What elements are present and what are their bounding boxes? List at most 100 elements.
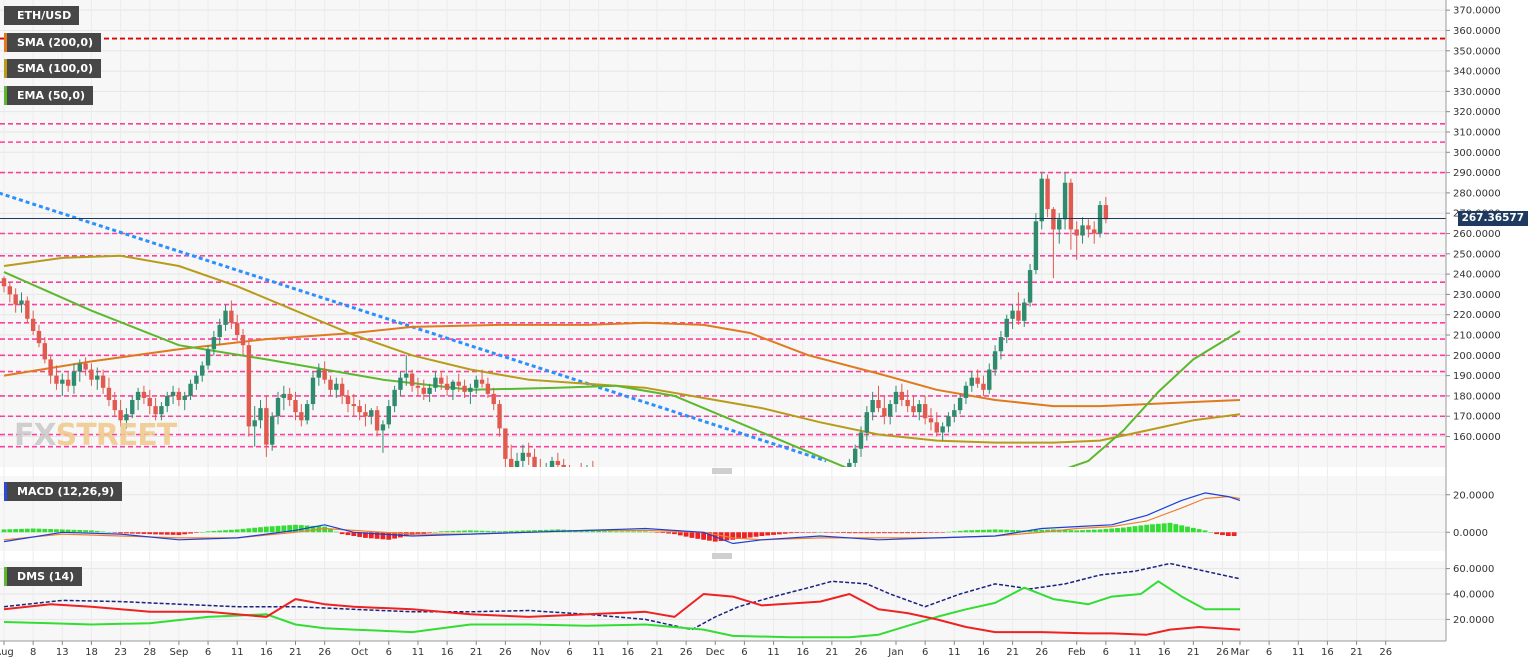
- macd-histogram-bar: [176, 532, 182, 536]
- macd-histogram-bar: [1080, 530, 1085, 533]
- candle-body: [124, 414, 129, 421]
- candle-body: [153, 406, 158, 415]
- macd-histogram-bar: [228, 529, 234, 533]
- candle-body: [946, 416, 951, 427]
- candle-body: [60, 379, 65, 384]
- macd-histogram-bar: [631, 531, 637, 533]
- price-ytick-label: 170.0000: [1453, 412, 1501, 423]
- macd-histogram-bar: [514, 530, 520, 533]
- macd-histogram-bar: [368, 532, 374, 539]
- macd-histogram-bar: [806, 532, 811, 533]
- price-ytick-label: 360.0000: [1453, 26, 1501, 37]
- macd-histogram-bar: [870, 532, 876, 534]
- x-tick-label: 6: [205, 647, 211, 658]
- x-tick-label: 11: [592, 647, 605, 658]
- candle-body: [858, 432, 864, 449]
- logo-fx: FX: [14, 418, 57, 453]
- candle-body: [322, 369, 327, 380]
- candle-body: [223, 310, 228, 325]
- candle-body: [456, 381, 461, 386]
- macd-histogram-bar: [357, 532, 363, 537]
- dms-label[interactable]: DMS (14): [4, 567, 83, 586]
- macd-histogram-bar: [473, 530, 479, 533]
- sma200-label[interactable]: SMA (200,0): [4, 33, 102, 52]
- price-ytick-label: 370.0000: [1453, 6, 1501, 17]
- dmi-minus-line: [3, 593, 1241, 636]
- candle-body: [205, 349, 211, 366]
- macd-histogram-bar: [159, 532, 164, 535]
- candle-body: [1092, 229, 1097, 234]
- price-ytick-label: 160.0000: [1453, 432, 1501, 443]
- candle-body: [392, 389, 397, 407]
- macd-histogram-bar: [380, 532, 386, 540]
- macd-histogram-bar: [345, 532, 351, 536]
- candle-body: [934, 422, 939, 433]
- candle-body: [310, 377, 316, 405]
- macd-histogram-bar: [1138, 525, 1144, 533]
- macd-histogram-bar: [765, 532, 771, 536]
- x-tick-label: 11: [412, 647, 425, 658]
- macd-histogram-bar: [1214, 532, 1220, 535]
- macd-histogram-bar: [310, 525, 316, 533]
- x-tick-label: 16: [1321, 647, 1334, 658]
- macd-histogram-bar: [199, 532, 205, 533]
- macd-histogram-bar: [817, 532, 823, 533]
- macd-histogram-bar: [893, 532, 899, 534]
- symbol-label[interactable]: ETH/USD: [4, 6, 80, 25]
- candle-body: [112, 399, 117, 411]
- macd-histogram-bar: [240, 528, 246, 533]
- macd-histogram-bar: [811, 532, 817, 533]
- macd-histogram-bar: [1161, 523, 1167, 533]
- candle-body: [264, 408, 269, 445]
- macd-histogram-bar: [1074, 530, 1080, 533]
- candle-body: [579, 471, 583, 475]
- candle-body: [917, 404, 922, 413]
- macd-histogram-bar: [736, 532, 741, 539]
- macd-histogram-bar: [619, 531, 625, 533]
- macd-histogram-bar: [217, 530, 223, 533]
- macd-histogram-bar: [957, 530, 963, 533]
- macd-histogram-bar: [502, 531, 508, 533]
- sma100-label[interactable]: SMA (100,0): [4, 59, 102, 78]
- macd-histogram-bar: [992, 529, 998, 533]
- candle-body: [591, 469, 595, 473]
- macd-label[interactable]: MACD (12,26,9): [4, 482, 123, 501]
- ema50-label[interactable]: EMA (50,0): [4, 86, 93, 105]
- x-tick-label: 21: [289, 647, 302, 658]
- candle-body: [1068, 182, 1074, 230]
- candle-body: [876, 399, 881, 409]
- x-tick-label: 26: [1216, 647, 1229, 658]
- macd-histogram-bar: [386, 532, 392, 540]
- price-ytick-label: 310.0000: [1453, 127, 1501, 138]
- x-tick-label: 16: [1158, 647, 1171, 658]
- macd-histogram-bar: [211, 530, 217, 533]
- candle-body: [1103, 205, 1109, 220]
- macd-histogram-bar: [613, 531, 619, 533]
- x-tick-label: 6: [922, 647, 928, 658]
- candle-body: [532, 456, 537, 467]
- price-ytick-label: 240.0000: [1453, 270, 1501, 281]
- price-macd-splitter[interactable]: [712, 468, 732, 474]
- pane-splitter-handles[interactable]: [712, 468, 732, 559]
- x-tick-label: 26: [318, 647, 331, 658]
- macd-histogram-bar: [986, 529, 992, 533]
- macd-histogram-bar: [846, 532, 852, 534]
- logo-street: STREET: [55, 418, 178, 453]
- price-ytick-label: 350.0000: [1453, 46, 1501, 57]
- macd-histogram-bar: [642, 531, 648, 533]
- macd-dms-splitter[interactable]: [712, 553, 732, 559]
- descending-trend-line: [0, 191, 827, 463]
- macd-histogram-bar: [193, 532, 199, 533]
- macd-histogram-bar: [742, 532, 747, 539]
- macd-histogram-bar: [672, 532, 677, 535]
- macd-histogram-bar: [1155, 523, 1161, 533]
- macd-histogram-bar: [42, 528, 48, 533]
- price-ytick-label: 260.0000: [1453, 229, 1501, 240]
- candle-body: [1004, 318, 1009, 338]
- macd-histogram-bar: [1103, 528, 1109, 533]
- candle-body: [520, 452, 526, 461]
- last-price-tag: 267.36577: [1457, 211, 1528, 227]
- x-tick-label: 16: [621, 647, 634, 658]
- macd-histogram-bar: [164, 532, 170, 535]
